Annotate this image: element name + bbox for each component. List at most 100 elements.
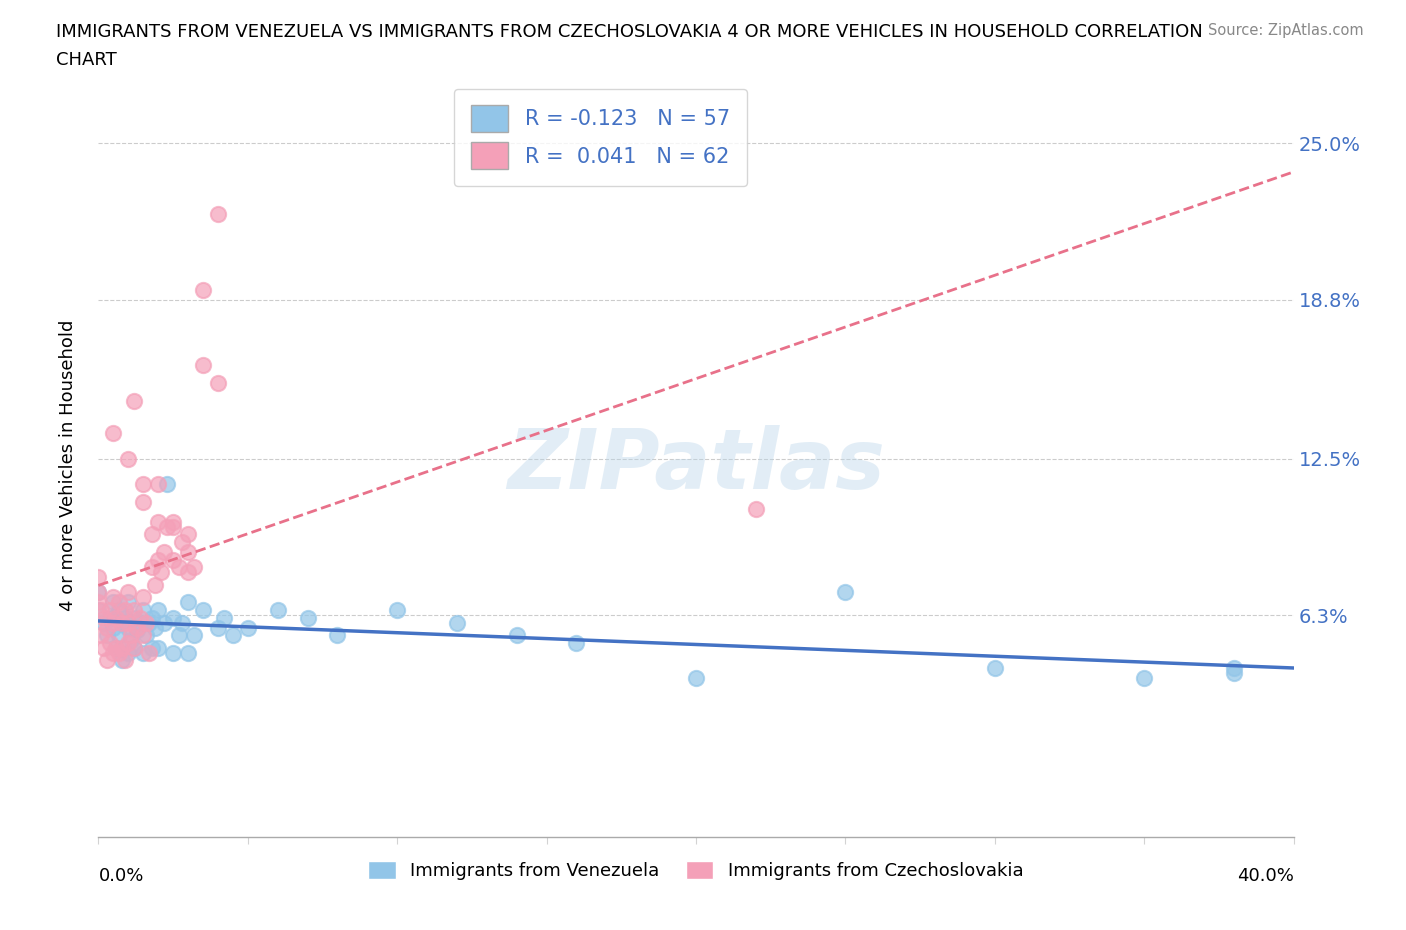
Point [132, 645, 155, 660]
Point [114, 603, 136, 618]
Point [117, 585, 139, 600]
Point [105, 610, 128, 625]
Point [172, 615, 194, 630]
Point [156, 519, 179, 534]
Point [984, 660, 1007, 675]
Point [114, 610, 136, 625]
Point [385, 603, 409, 618]
Point [108, 628, 131, 643]
Point [685, 671, 707, 685]
Text: Source: ZipAtlas.com: Source: ZipAtlas.com [1208, 23, 1364, 38]
Point [90, 603, 112, 618]
Point [326, 628, 349, 643]
Point [127, 623, 149, 638]
Point [127, 620, 149, 635]
Point [93, 641, 115, 656]
Point [236, 620, 259, 635]
Point [207, 206, 229, 221]
Point [124, 641, 146, 656]
Point [565, 635, 588, 650]
Point [1223, 660, 1246, 675]
Point [212, 610, 235, 625]
Point [191, 358, 214, 373]
Text: ZIPatlas: ZIPatlas [508, 424, 884, 506]
Point [87, 570, 110, 585]
Point [167, 560, 190, 575]
Point [267, 603, 290, 618]
Point [141, 641, 163, 656]
Point [103, 645, 125, 660]
Point [124, 393, 146, 408]
Point [156, 476, 179, 491]
Point [138, 615, 160, 630]
Point [1223, 666, 1246, 681]
Point [183, 560, 205, 575]
Point [117, 451, 139, 466]
Point [177, 595, 200, 610]
Point [177, 545, 200, 560]
Point [105, 641, 128, 656]
Point [87, 603, 110, 618]
Point [103, 426, 125, 441]
Point [117, 645, 139, 660]
Point [111, 653, 134, 668]
Point [167, 628, 190, 643]
Point [177, 527, 200, 542]
Point [111, 641, 134, 656]
Point [143, 620, 166, 635]
Point [143, 578, 166, 592]
Point [93, 610, 115, 625]
Point [124, 641, 146, 656]
Legend: Immigrants from Venezuela, Immigrants from Czechoslovakia: Immigrants from Venezuela, Immigrants fr… [361, 854, 1031, 887]
Point [141, 610, 163, 625]
Point [87, 585, 110, 600]
Point [150, 565, 173, 579]
Point [148, 603, 170, 618]
Point [103, 595, 125, 610]
Point [98, 610, 122, 625]
Point [93, 615, 115, 630]
Point [132, 494, 155, 509]
Point [148, 476, 170, 491]
Point [117, 635, 139, 650]
Point [191, 603, 214, 618]
Point [148, 552, 170, 567]
Point [138, 645, 160, 660]
Point [1133, 671, 1156, 685]
Point [207, 376, 229, 391]
Point [87, 595, 110, 610]
Point [105, 641, 128, 656]
Point [124, 610, 146, 625]
Point [114, 653, 136, 668]
Point [120, 632, 142, 647]
Y-axis label: 4 or more Vehicles in Household: 4 or more Vehicles in Household [59, 319, 77, 611]
Point [148, 514, 170, 529]
Point [135, 615, 157, 630]
Point [132, 476, 155, 491]
Point [103, 615, 125, 630]
Point [183, 628, 205, 643]
Point [162, 514, 184, 529]
Point [129, 610, 152, 625]
Point [506, 628, 529, 643]
Point [111, 615, 134, 630]
Point [162, 610, 184, 625]
Point [120, 628, 142, 643]
Point [745, 501, 768, 516]
Point [98, 603, 122, 618]
Point [446, 615, 468, 630]
Point [124, 603, 146, 618]
Point [108, 603, 131, 618]
Text: 0.0%: 0.0% [98, 867, 143, 884]
Point [132, 628, 155, 643]
Point [834, 585, 856, 600]
Point [117, 615, 139, 630]
Point [153, 545, 176, 560]
Point [153, 615, 176, 630]
Point [103, 590, 125, 604]
Point [129, 615, 152, 630]
Point [148, 641, 170, 656]
Point [96, 628, 118, 643]
Point [162, 645, 184, 660]
Point [132, 590, 155, 604]
